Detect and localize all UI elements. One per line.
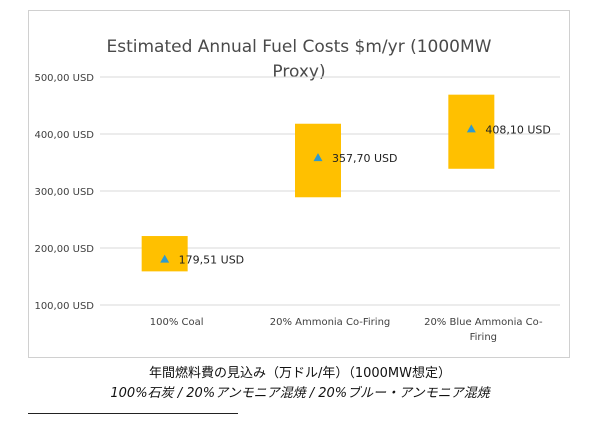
fuel-cost-chart: 100,00 USD 200,00 USD 300,00 USD 400,00 USD… [34,73,560,343]
range-bar-0 [141,236,188,272]
y-tick-label-0: 100,00 USD [34,301,94,312]
x-tick-label-2-0: 20% Blue Ammonia Co- [424,317,543,328]
y-tick-label-1: 200,00 USD [34,244,94,255]
point-marker-1 [313,153,323,162]
x-tick-label-0-0: 100% Coal [150,317,204,328]
caption-line-2: 100%石炭 / 20%アンモニア混焼 / 20%ブルー・アンモニア混焼 [110,386,490,401]
point-marker-0 [160,254,170,263]
x-tick-label-1-0: 20% Ammonia Co-Firing [270,317,391,328]
data-label-1: 357,70 USD [332,152,398,165]
chart-title-line-1: Estimated Annual Fuel Costs $m/yr (1000M… [106,37,492,57]
x-tick-label-2-1: Firing [470,332,497,343]
data-label-2: 408,10 USD [485,123,551,136]
y-tick-label-3: 400,00 USD [34,130,94,141]
y-tick-label-4: 500,00 USD [34,73,94,84]
point-marker-2 [466,124,476,133]
footnote-rule [28,413,238,414]
data-label-0: 179,51 USD [179,254,245,267]
y-tick-label-2: 300,00 USD [34,187,94,198]
caption-line-1: 年間燃料費の見込み（万ドル/年）（1000MW想定） [148,366,452,381]
